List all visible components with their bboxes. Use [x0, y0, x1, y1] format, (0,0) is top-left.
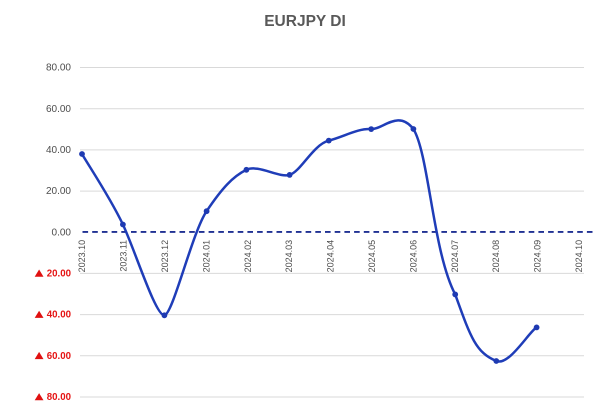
svg-text:EURJPY DI: EURJPY DI — [264, 13, 346, 30]
svg-text:2024.01: 2024.01 — [201, 240, 211, 273]
svg-text:60.00: 60.00 — [46, 104, 71, 115]
svg-text:40.00: 40.00 — [47, 310, 71, 321]
svg-text:80.00: 80.00 — [47, 392, 71, 403]
svg-text:40.00: 40.00 — [46, 145, 71, 156]
svg-text:2024.06: 2024.06 — [408, 240, 418, 273]
svg-text:2024.03: 2024.03 — [284, 240, 294, 273]
svg-text:20.00: 20.00 — [46, 186, 71, 197]
svg-text:2023.11: 2023.11 — [119, 240, 129, 272]
svg-text:2024.04: 2024.04 — [326, 240, 336, 273]
svg-text:2024.08: 2024.08 — [491, 240, 501, 273]
svg-text:60.00: 60.00 — [47, 351, 71, 362]
svg-text:80.00: 80.00 — [46, 63, 71, 74]
svg-text:0.00: 0.00 — [52, 227, 72, 238]
svg-text:2023.12: 2023.12 — [160, 240, 170, 273]
svg-text:2024.10: 2024.10 — [574, 240, 584, 273]
svg-text:2024.02: 2024.02 — [243, 240, 253, 273]
svg-text:2024.05: 2024.05 — [367, 240, 377, 273]
svg-text:20.00: 20.00 — [47, 269, 71, 280]
svg-text:2023.10: 2023.10 — [77, 240, 87, 273]
svg-text:2024.07: 2024.07 — [450, 240, 460, 273]
svg-text:2024.09: 2024.09 — [533, 240, 543, 273]
